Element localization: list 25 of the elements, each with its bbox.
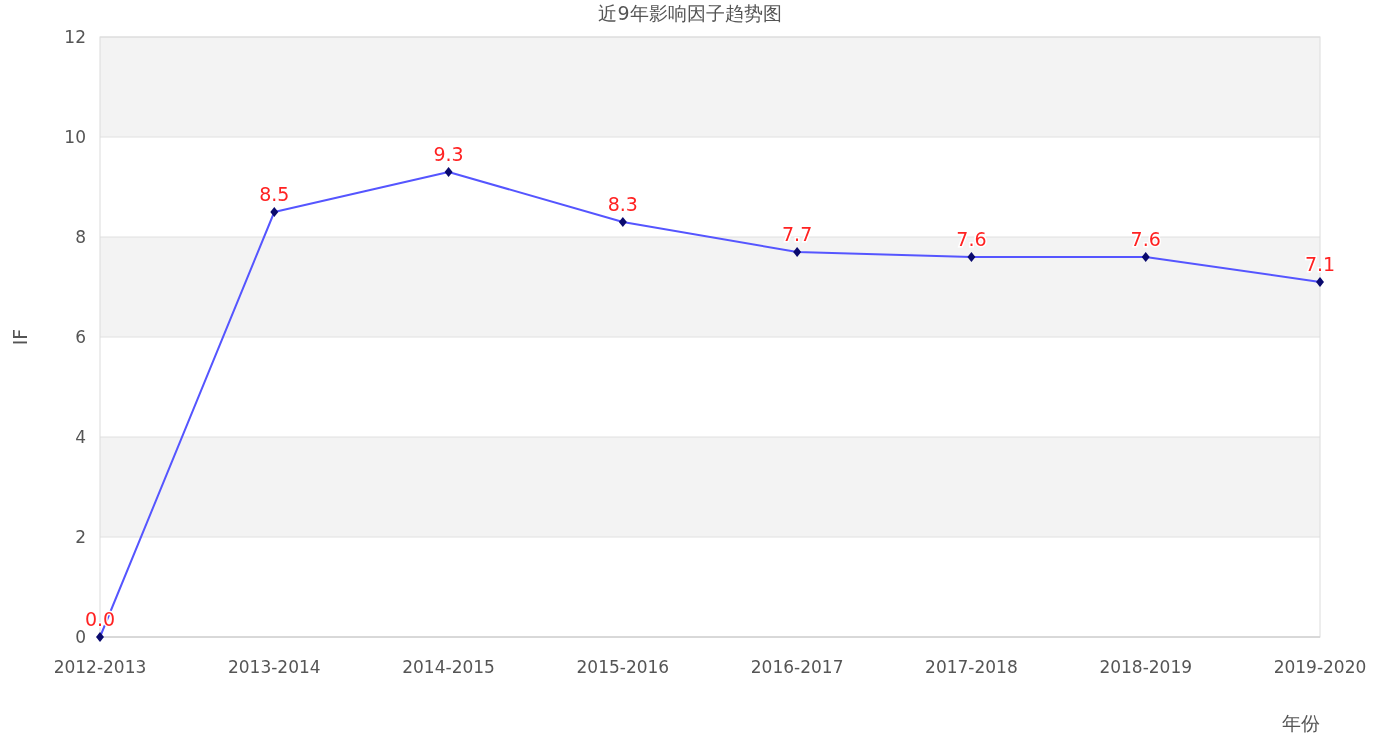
x-tick-label: 2015-2016 xyxy=(576,657,670,677)
x-tick-label: 2016-2017 xyxy=(750,657,844,677)
x-tick-label: 2012-2013 xyxy=(53,657,147,677)
data-label: 7.6 xyxy=(1130,228,1161,250)
y-tick-label: 0 xyxy=(75,627,86,647)
y-axis-title: IF xyxy=(9,328,31,346)
data-label: 9.3 xyxy=(433,143,464,165)
data-label: 7.7 xyxy=(782,223,813,245)
y-tick-label: 2 xyxy=(75,527,86,547)
y-tick-label: 12 xyxy=(64,27,86,47)
x-tick-label: 2017-2018 xyxy=(925,657,1018,677)
y-tick-label: 4 xyxy=(75,427,86,447)
data-label: 8.5 xyxy=(259,183,290,205)
x-tick-label: 2018-2019 xyxy=(1099,657,1193,677)
x-tick-label: 2013-2014 xyxy=(227,657,321,677)
y-tick-label: 10 xyxy=(64,127,86,147)
x-axis-title: 年份 xyxy=(1282,712,1320,734)
x-tick-label: 2019-2020 xyxy=(1273,657,1367,677)
data-label: 7.1 xyxy=(1304,253,1336,275)
y-tick-label: 6 xyxy=(75,327,86,347)
chart-title: 近9年影响因子趋势图 xyxy=(598,2,782,24)
y-tick-label: 8 xyxy=(75,227,86,247)
x-tick-label: 2014-2015 xyxy=(402,657,495,677)
data-label: 7.6 xyxy=(956,228,987,250)
data-label: 8.3 xyxy=(607,193,638,215)
